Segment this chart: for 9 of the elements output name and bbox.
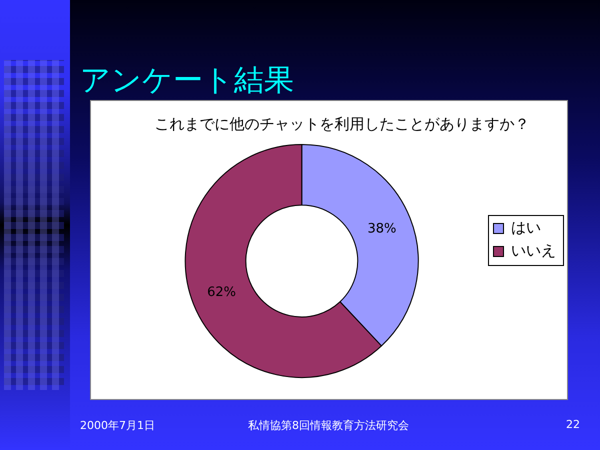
data-label: 62% [207, 285, 236, 300]
legend-label: はい [511, 220, 541, 237]
data-label: 38% [367, 222, 396, 237]
text: 私情協第8回情報教育方法研究会 [248, 418, 409, 433]
legend-label: いいえ [511, 242, 556, 260]
chart-title: アンケート結果 [80, 62, 294, 100]
text: 2000年7月1日 [80, 418, 155, 433]
chart-subtitle: これまでに他のチャットを利用したことがありますか？ [154, 114, 530, 133]
text: 22 [566, 418, 580, 431]
